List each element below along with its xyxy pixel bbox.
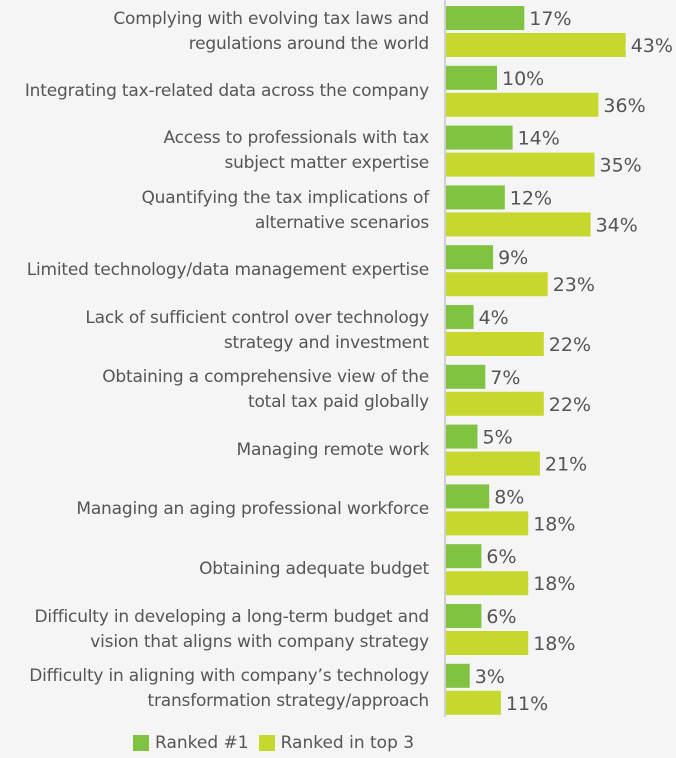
data-label: 23%	[553, 274, 595, 296]
legend-label: Ranked #1	[155, 733, 249, 753]
data-label: 6%	[486, 606, 516, 628]
legend-label: Ranked in top 3	[280, 733, 415, 753]
data-label: 18%	[533, 633, 575, 655]
category-label: Lack of sufficient control over technolo…	[85, 307, 429, 353]
category-label: Complying with evolving tax laws and regu…	[113, 8, 429, 54]
bar	[446, 604, 482, 628]
legend-swatch	[133, 735, 149, 751]
bar	[446, 511, 529, 536]
data-label: 22%	[549, 394, 591, 416]
data-label: 12%	[510, 187, 552, 209]
category-label: Difficulty in developing a long-term bud…	[34, 606, 430, 652]
category-label: Integrating tax-related data across the …	[24, 80, 429, 101]
data-label: 14%	[518, 128, 560, 150]
bar	[446, 245, 494, 270]
data-label: 22%	[549, 334, 591, 356]
category-label: Quantifying the tax implications of alter…	[141, 187, 429, 233]
data-label: 18%	[533, 573, 575, 595]
bar	[446, 92, 599, 117]
bar	[446, 424, 478, 449]
legend: Ranked #1 Ranked in top 3	[133, 733, 424, 753]
bar	[446, 125, 513, 150]
data-label: 18%	[533, 513, 575, 535]
data-label: 3%	[475, 666, 505, 688]
bar	[446, 544, 482, 569]
bar	[446, 571, 529, 596]
bar	[446, 305, 474, 329]
category-label: Difficulty in aligning with company’s te…	[29, 666, 429, 712]
bar	[446, 690, 501, 715]
bar	[446, 185, 505, 210]
bar	[446, 364, 486, 389]
category-label: Managing an aging professional workforce	[76, 499, 429, 520]
data-label: 8%	[494, 486, 524, 508]
data-label: 5%	[483, 427, 513, 449]
data-label: 21%	[545, 454, 587, 476]
bar	[446, 332, 544, 356]
data-label: 6%	[486, 546, 516, 568]
legend-item-top-3: Ranked in top 3	[258, 733, 415, 753]
bar	[446, 451, 540, 476]
bar	[446, 33, 626, 57]
bar	[446, 663, 470, 688]
bar	[446, 631, 529, 655]
legend-item-ranked-1: Ranked #1	[133, 733, 249, 753]
data-label: 35%	[600, 155, 642, 177]
bar	[446, 272, 548, 297]
data-label: 10%	[502, 68, 544, 90]
bar	[446, 6, 525, 30]
data-label: 43%	[631, 35, 673, 57]
data-label: 7%	[490, 367, 520, 389]
data-label: 9%	[498, 247, 528, 269]
data-label: 34%	[596, 214, 638, 236]
bar	[446, 152, 595, 177]
bar	[446, 65, 497, 90]
data-label: 17%	[529, 8, 571, 30]
data-label: 11%	[506, 693, 548, 715]
bar	[446, 391, 544, 416]
data-label: 4%	[479, 307, 509, 329]
bar	[446, 484, 490, 509]
category-label: Obtaining a comprehensive view of the tot…	[102, 367, 429, 413]
category-label: Access to professionals with tax subject …	[163, 128, 429, 174]
category-label: Obtaining adequate budget	[199, 559, 429, 580]
category-label: Managing remote work	[236, 439, 430, 460]
legend-swatch	[258, 735, 275, 751]
category-label: Limited technology/data management exper…	[26, 260, 429, 281]
data-label: 36%	[603, 95, 645, 117]
bar	[446, 212, 591, 237]
